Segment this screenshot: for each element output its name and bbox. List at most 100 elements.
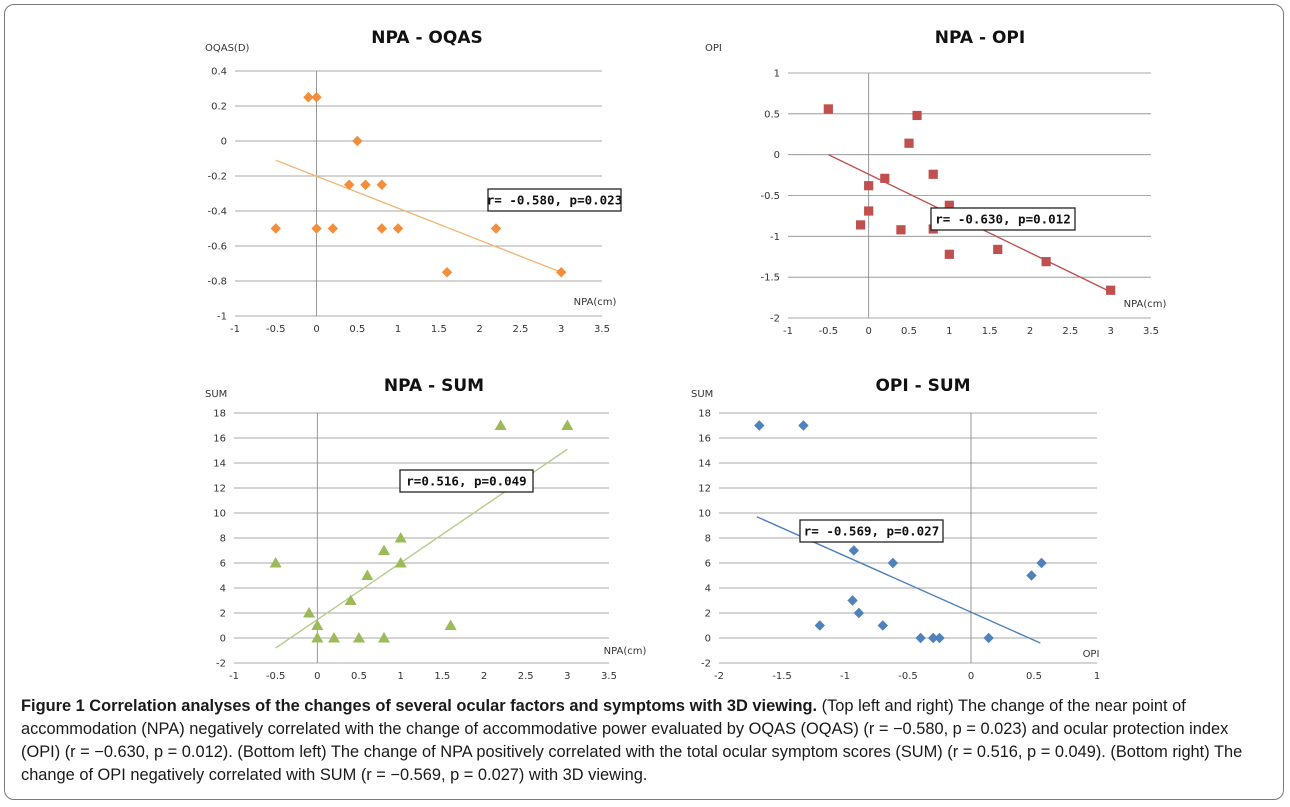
data-point bbox=[556, 267, 567, 278]
data-point bbox=[934, 632, 945, 644]
chart-2: -2 -1.5 -1 -0.5 0 0.5 1 -1 -0.5 0 0.5 1 1.5 2 2.5 3 3.5 N… bbox=[705, 28, 1166, 337]
chart-3: -2 0 2 4 6 8 10 12 14 16 18 -1 -0.5 0 0.5 1 1.5 2 2.5 3 3.5 N… bbox=[205, 376, 646, 682]
y-tick-label: 0 bbox=[705, 634, 711, 645]
data-point bbox=[814, 620, 825, 631]
x-tick-label: 0.5 bbox=[901, 326, 917, 337]
data-point bbox=[269, 557, 282, 568]
y-tick-label: 18 bbox=[213, 409, 226, 420]
y-tick-label: 8 bbox=[705, 534, 711, 545]
data-point bbox=[361, 569, 374, 580]
chart-title: NPA - SUM bbox=[384, 376, 484, 396]
data-point bbox=[311, 632, 324, 643]
annotation-box bbox=[487, 188, 622, 212]
x-tick-label: 1.5 bbox=[434, 671, 450, 682]
data-point bbox=[392, 223, 404, 234]
x-tick-label: 0 bbox=[865, 326, 871, 337]
figure-charts: -1 -0.8 -0.6 -0.4 -0.2 0 0.2 0.4 -1 -0.5 0 0.5 1 1.5 2… bbox=[205, 28, 1166, 682]
y-tick-label: -1.5 bbox=[760, 273, 780, 284]
x-tick-label: 0.5 bbox=[349, 324, 365, 335]
annotation-text: r= -0.630, p=0.012 bbox=[935, 212, 1070, 227]
caption-title: Figure 1 Correlation analyses of the cha… bbox=[21, 697, 818, 715]
x-tick-label: -1 bbox=[229, 671, 239, 682]
y-tick-label: -0.2 bbox=[207, 172, 227, 183]
y-axis-label: SUM bbox=[691, 389, 713, 400]
x-tick-label: 1 bbox=[946, 326, 952, 337]
y-axis-label: OQAS(D) bbox=[205, 43, 250, 54]
x-tick-label: 2.5 bbox=[518, 671, 534, 682]
x-tick-label: 3 bbox=[558, 324, 564, 335]
x-axis-label: NPA(cm) bbox=[1124, 299, 1167, 310]
chart-4: -2 0 2 4 6 8 10 12 14 16 18 -2 -1.5 -1 -0.5 0 0.5 1 OPI - … bbox=[691, 376, 1100, 682]
data-point bbox=[378, 544, 390, 555]
data-point bbox=[311, 223, 322, 234]
data-point bbox=[378, 632, 390, 643]
data-point bbox=[944, 200, 954, 210]
data-point bbox=[896, 225, 906, 235]
data-point bbox=[912, 110, 922, 121]
data-point bbox=[494, 419, 507, 430]
y-tick-label: 18 bbox=[698, 409, 711, 420]
data-point bbox=[303, 92, 314, 103]
x-tick-label: -0.5 bbox=[266, 324, 286, 335]
y-tick-label: 10 bbox=[698, 509, 711, 520]
y-tick-label: -2 bbox=[701, 659, 711, 670]
data-point bbox=[1036, 557, 1047, 569]
data-point bbox=[847, 595, 858, 606]
data-point bbox=[887, 557, 899, 569]
y-tick-label: 6 bbox=[220, 559, 226, 570]
y-tick-label: 12 bbox=[213, 484, 226, 495]
x-tick-label: -1 bbox=[230, 324, 240, 335]
y-axis-label: OPI bbox=[705, 43, 722, 54]
caption-body: (Top left and right) The change of the n… bbox=[21, 697, 1243, 784]
data-point bbox=[360, 179, 371, 190]
x-tick-label: -2 bbox=[714, 671, 724, 682]
y-tick-label: 10 bbox=[213, 509, 226, 520]
x-tick-label: 2.5 bbox=[512, 324, 528, 335]
y-tick-label: -2 bbox=[770, 314, 780, 325]
x-tick-label: 3 bbox=[1107, 326, 1113, 337]
data-point bbox=[1041, 257, 1051, 267]
y-tick-label: 0.2 bbox=[211, 102, 227, 113]
data-point bbox=[1106, 285, 1116, 295]
y-tick-label: 4 bbox=[705, 584, 711, 595]
x-tick-label: 0 bbox=[313, 324, 319, 335]
data-point bbox=[1026, 570, 1037, 581]
data-point bbox=[353, 632, 365, 643]
y-tick-label: -1 bbox=[217, 312, 227, 323]
x-tick-label: -1.5 bbox=[772, 671, 792, 682]
data-point bbox=[394, 557, 407, 568]
annotation-text: r=0.516, p=0.049 bbox=[406, 474, 526, 489]
y-tick-label: 8 bbox=[220, 534, 226, 545]
y-tick-label: -0.5 bbox=[760, 191, 780, 202]
x-axis-label: NPA(cm) bbox=[604, 646, 647, 657]
data-point bbox=[856, 220, 866, 230]
data-point bbox=[311, 92, 322, 103]
y-tick-label: 16 bbox=[213, 434, 226, 445]
data-point bbox=[303, 607, 315, 618]
x-tick-label: 2.5 bbox=[1062, 326, 1078, 337]
y-tick-label: 14 bbox=[698, 459, 711, 470]
annotation-text: r= -0.569, p=0.027 bbox=[804, 524, 939, 539]
data-point bbox=[343, 179, 355, 190]
data-point bbox=[311, 619, 324, 630]
data-point bbox=[352, 135, 363, 147]
data-point bbox=[394, 532, 407, 543]
x-tick-label: 1.5 bbox=[431, 324, 447, 335]
data-point bbox=[376, 223, 387, 234]
y-tick-label: 0 bbox=[221, 137, 227, 148]
y-tick-label: 2 bbox=[220, 609, 226, 620]
x-tick-label: 2 bbox=[1027, 326, 1033, 337]
x-tick-label: 0.5 bbox=[351, 671, 367, 682]
x-tick-label: 1.5 bbox=[982, 326, 998, 337]
y-tick-label: 14 bbox=[213, 459, 226, 470]
data-point bbox=[798, 420, 809, 431]
x-tick-label: 1 bbox=[1094, 671, 1100, 682]
y-tick-label: -0.4 bbox=[207, 207, 227, 218]
x-tick-label: -1 bbox=[840, 671, 850, 682]
data-point bbox=[444, 619, 457, 630]
data-point bbox=[848, 545, 860, 556]
x-tick-label: 3.5 bbox=[1143, 326, 1159, 337]
figure-frame: -1 -0.8 -0.6 -0.4 -0.2 0 0.2 0.4 -1 -0.5 0 0.5 1 1.5 2… bbox=[4, 4, 1284, 800]
data-point bbox=[864, 206, 874, 216]
x-tick-label: 1 bbox=[395, 324, 401, 335]
